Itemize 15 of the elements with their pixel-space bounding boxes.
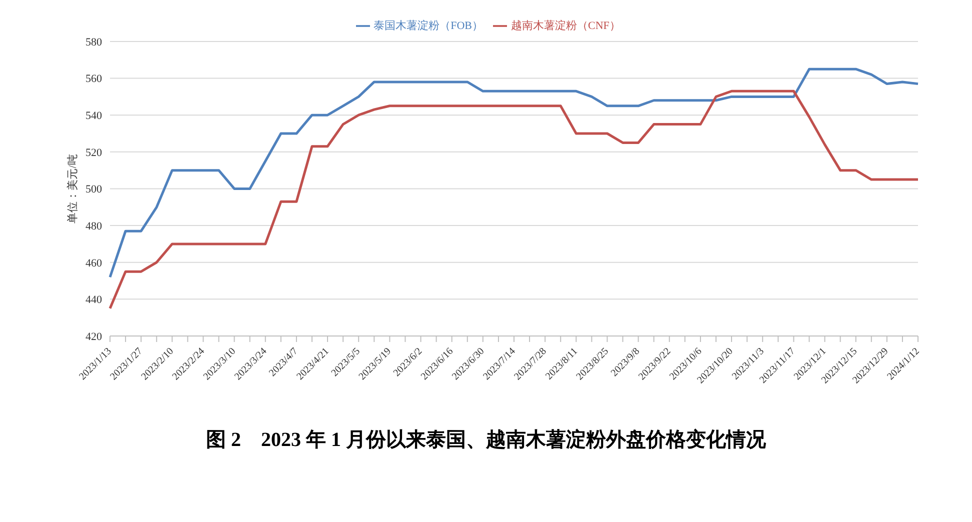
- y-tick-label: 560: [86, 73, 102, 86]
- y-tick-label: 420: [86, 330, 102, 343]
- y-tick-label: 520: [86, 146, 102, 159]
- y-tick-label: 460: [86, 257, 102, 270]
- y-tick-label: 580: [86, 36, 102, 48]
- y-axis-title: 单位：美元/吨: [66, 154, 79, 224]
- y-tick-label: 440: [86, 294, 102, 306]
- legend-label: 泰国木薯淀粉（FOB）: [374, 20, 483, 32]
- y-tick-label: 540: [86, 110, 102, 122]
- y-tick-label: 480: [86, 220, 102, 232]
- text: 图 2 2023 年 1 月份以来泰国、越南木薯淀粉外盘价格变化情况: [205, 428, 767, 453]
- line-series: [108, 90, 920, 310]
- line-series: [108, 68, 920, 278]
- y-tick-label: 500: [86, 184, 102, 196]
- legend-label: 越南木薯淀粉（CNF）: [511, 20, 620, 32]
